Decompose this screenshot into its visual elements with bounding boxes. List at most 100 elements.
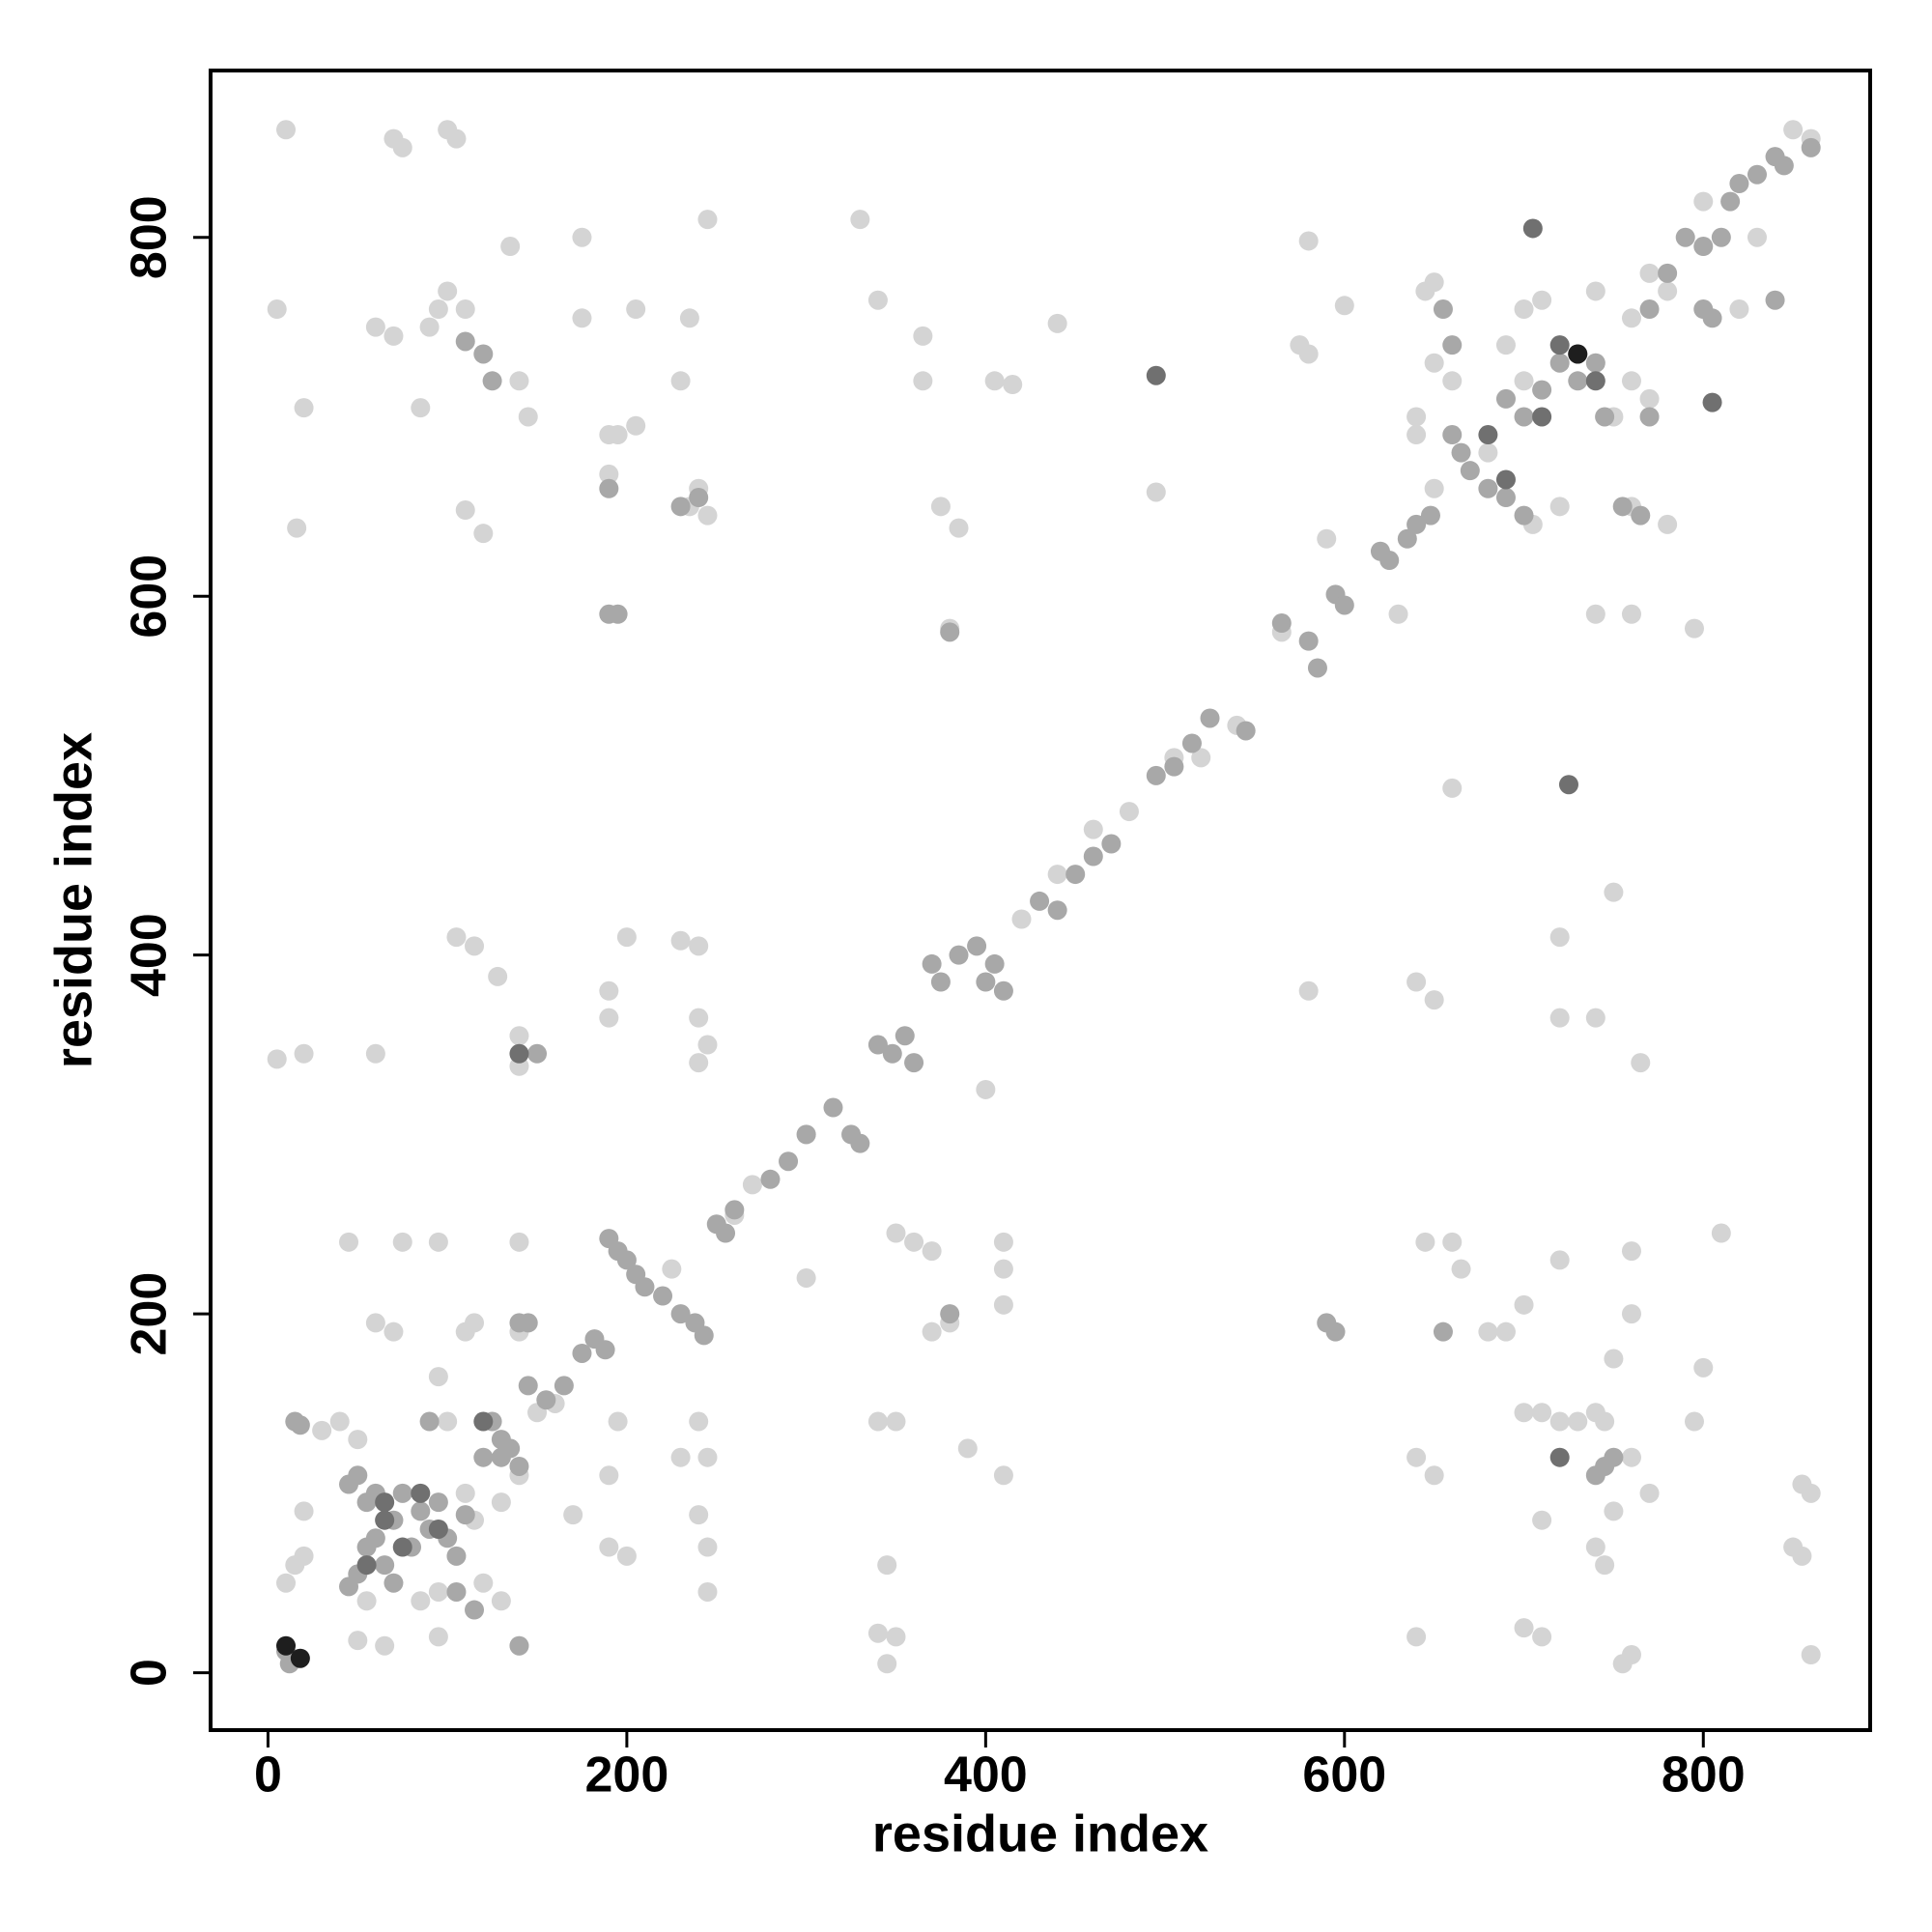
point	[697, 210, 718, 230]
point	[940, 622, 960, 642]
point	[411, 398, 431, 418]
point	[1585, 353, 1605, 373]
point	[984, 953, 1005, 974]
point	[455, 331, 475, 352]
point	[1442, 371, 1463, 391]
y-tick-label: 600	[122, 554, 178, 639]
point	[348, 1631, 368, 1651]
point	[509, 1232, 529, 1252]
point	[867, 1035, 888, 1055]
point	[572, 308, 592, 328]
point	[1595, 407, 1615, 427]
point	[1424, 478, 1444, 498]
point	[599, 1465, 619, 1486]
point	[1298, 980, 1319, 1001]
point	[1317, 528, 1337, 549]
point	[1379, 551, 1400, 571]
point	[984, 371, 1005, 391]
point	[1631, 505, 1651, 526]
point	[1325, 1321, 1346, 1342]
point	[1083, 846, 1103, 867]
plot-frame	[209, 69, 1872, 1732]
point	[886, 1411, 906, 1432]
point	[653, 1286, 673, 1306]
point	[1549, 1411, 1570, 1432]
point	[392, 1232, 412, 1252]
point	[1549, 1008, 1570, 1028]
point	[1639, 263, 1660, 283]
point	[1451, 1259, 1471, 1279]
point	[1478, 442, 1498, 463]
point	[290, 1415, 310, 1435]
point	[1514, 505, 1534, 526]
point	[1047, 865, 1067, 885]
point	[294, 398, 314, 418]
point	[446, 1546, 467, 1566]
point	[1181, 733, 1202, 753]
point	[993, 980, 1013, 1001]
point	[626, 415, 646, 436]
point	[428, 1367, 448, 1387]
point	[1478, 478, 1498, 498]
point	[1639, 299, 1660, 320]
point	[509, 1635, 529, 1656]
point	[1451, 442, 1471, 463]
point	[670, 1304, 691, 1324]
point	[375, 1510, 395, 1530]
point	[993, 1294, 1013, 1315]
point	[1415, 1232, 1435, 1252]
point	[356, 1537, 377, 1557]
point	[518, 407, 538, 427]
point	[616, 1250, 637, 1270]
point	[1595, 1555, 1615, 1576]
y-tick-label: 800	[122, 195, 178, 279]
point	[1585, 1537, 1605, 1557]
point	[993, 1465, 1013, 1486]
point	[1514, 407, 1534, 427]
point	[1765, 290, 1785, 310]
point	[563, 1505, 583, 1525]
y-axis-label: residue index	[44, 732, 102, 1068]
point	[411, 1483, 431, 1503]
point	[1397, 528, 1417, 549]
point	[428, 1581, 448, 1602]
point	[949, 945, 969, 965]
point	[438, 281, 458, 301]
point	[365, 317, 385, 337]
point	[1271, 613, 1292, 634]
point	[1774, 156, 1794, 176]
point	[724, 1200, 745, 1220]
point	[312, 1420, 332, 1440]
point	[527, 1043, 548, 1064]
point	[455, 1483, 475, 1503]
point	[1424, 353, 1444, 373]
point	[473, 1411, 494, 1432]
point	[1711, 227, 1731, 247]
point	[823, 1097, 843, 1118]
point	[1442, 335, 1463, 355]
point	[1549, 335, 1570, 355]
point	[1621, 1304, 1641, 1324]
point	[276, 120, 297, 140]
point	[455, 500, 475, 521]
point	[1585, 1465, 1605, 1486]
point	[1702, 392, 1722, 412]
point	[1711, 1223, 1731, 1243]
point	[689, 936, 709, 956]
point	[1684, 1411, 1704, 1432]
point	[599, 980, 619, 1001]
point	[886, 1627, 906, 1647]
point	[491, 1492, 511, 1513]
point	[1568, 1411, 1588, 1432]
point	[1532, 1510, 1552, 1530]
point	[1604, 1501, 1624, 1521]
point	[491, 1447, 511, 1467]
point	[1549, 497, 1570, 517]
point	[267, 1049, 287, 1069]
point	[384, 326, 404, 346]
point	[536, 1390, 556, 1410]
point	[1047, 313, 1067, 333]
point	[1532, 407, 1552, 427]
point	[1595, 1411, 1615, 1432]
point	[1298, 344, 1319, 364]
